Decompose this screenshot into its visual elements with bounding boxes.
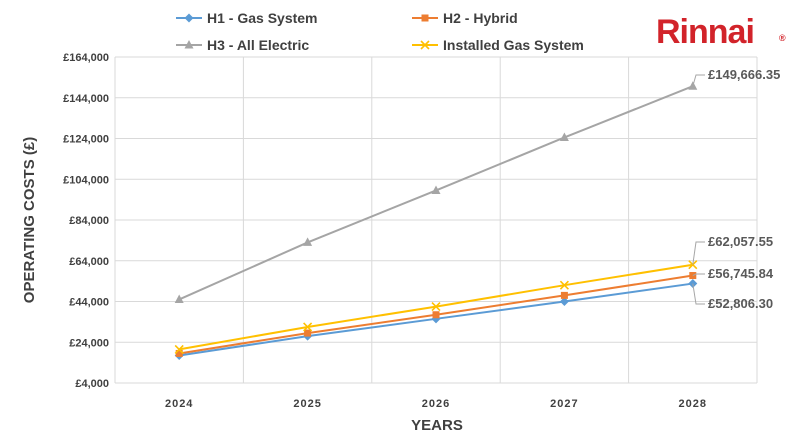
legend-marker [184,40,194,49]
x-tick-label: 2028 [679,398,707,410]
y-tick-label: £144,000 [63,93,109,105]
legend-item-h2-hybrid: H2 - Hybrid [412,10,518,26]
data-point [174,294,184,303]
legend: H1 - Gas System H2 - Hybrid H3 - All Elect… [176,10,584,53]
legend-item-h1-gas-system: H1 - Gas System [176,10,318,26]
data-labels: £149,666.35 £62,057.55 £56,745.84 £52,806.3… [692,67,780,311]
data-point [431,185,441,194]
brand-name: Rinnai [656,13,754,51]
y-tick-label: £164,000 [63,52,109,64]
data-point [688,260,698,270]
data-point [174,344,184,354]
x-tick-label: 2025 [293,398,321,410]
data-point [304,329,312,337]
y-tick-label: £64,000 [69,256,109,268]
data-label-h1-gas-system: £52,806.30 [708,296,773,311]
series-installed-gas-system [174,260,698,354]
data-point [432,311,440,319]
y-tick-label: £4,000 [75,378,109,390]
gridlines [114,56,758,384]
y-axis-title: OPERATING COSTS (£) [21,137,38,303]
label-leader-line [692,283,705,305]
data-point [431,302,441,312]
legend-marker [420,40,430,50]
legend-label: H2 - Hybrid [443,10,518,26]
data-label-installed-gas-system: £62,057.55 [708,234,773,249]
label-leader-line [692,74,705,87]
series-h1-gas-system [174,279,698,360]
data-point [559,132,569,141]
y-tick-label: £44,000 [69,297,109,309]
x-tick-label: 2024 [165,398,193,410]
data-point [303,322,313,332]
rinnai-logo: Rinnai ® [656,13,786,51]
y-tick-label: £84,000 [69,215,109,227]
legend-marker [184,13,194,23]
x-tick-label: 2027 [550,398,578,410]
data-point [559,280,569,290]
label-leader-line [692,273,705,276]
y-tick-label: £24,000 [69,337,109,349]
series-group [174,81,698,360]
axes: £4,000 £24,000 £44,000 £64,000 £84,000 £104,0… [63,52,707,410]
x-tick-label: 2026 [422,398,450,410]
data-point [175,349,183,357]
brand-registered-mark: ® [779,33,786,43]
legend-item-installed-gas-system: Installed Gas System [412,37,584,53]
y-tick-label: £124,000 [63,134,109,146]
data-point [560,291,568,299]
data-label-h2-hybrid: £56,745.84 [708,266,774,281]
legend-label: Installed Gas System [443,37,584,53]
data-label-h3-all-electric: £149,666.35 [708,67,780,82]
legend-item-h3-all-electric: H3 - All Electric [176,37,309,53]
x-axis-title: YEARS [411,417,463,434]
data-point [303,237,313,246]
legend-marker [421,14,429,22]
label-leader-line [692,241,705,265]
series-h3-all-electric [174,81,698,303]
y-tick-label: £104,000 [63,174,109,186]
legend-label: H3 - All Electric [207,37,309,53]
data-point [559,297,569,306]
legend-label: H1 - Gas System [207,10,318,26]
